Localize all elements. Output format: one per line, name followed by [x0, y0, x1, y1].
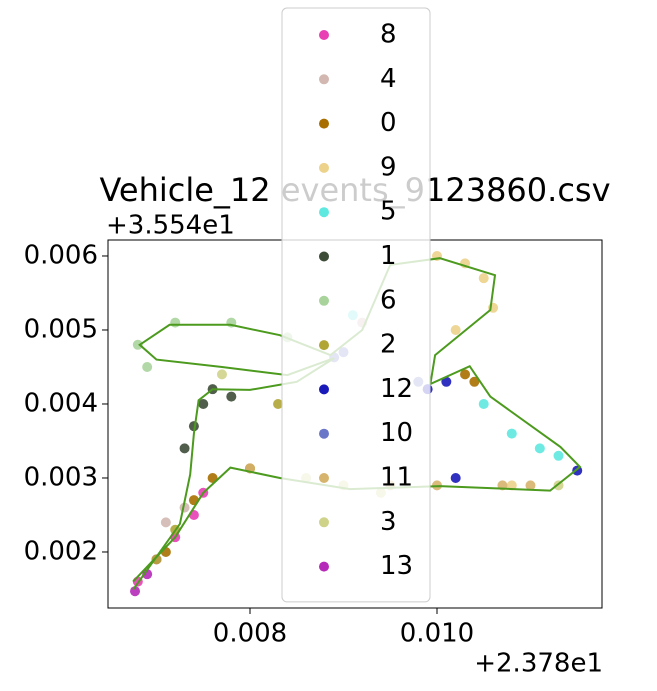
point: [478, 273, 489, 284]
point: [534, 443, 545, 454]
point: [198, 398, 209, 409]
point: [553, 450, 564, 461]
point: [450, 324, 461, 335]
legend-label: 12: [380, 374, 413, 404]
x-tick-label: 0.008: [213, 619, 287, 649]
legend-label: 0: [380, 108, 397, 138]
point: [132, 339, 143, 350]
legend-marker: [319, 162, 329, 173]
legend-label: 11: [380, 463, 413, 493]
legend-label: 2: [380, 330, 397, 360]
y-tick-label: 0.004: [24, 388, 98, 418]
point: [506, 428, 517, 439]
legend-marker: [319, 118, 329, 129]
point: [160, 517, 171, 528]
legend-label: 13: [380, 551, 413, 581]
y-offset-label: +3.554e1: [106, 211, 235, 241]
legend-label: 9: [380, 152, 397, 182]
legend-label: 10: [380, 418, 413, 448]
point: [273, 398, 284, 409]
legend-marker: [319, 517, 329, 528]
point: [469, 376, 480, 387]
legend-marker: [319, 428, 329, 439]
point: [478, 398, 489, 409]
point: [506, 480, 517, 491]
y-tick-label: 0.006: [24, 240, 98, 270]
legend-marker: [319, 207, 329, 218]
point: [142, 569, 153, 580]
legend-label: 5: [380, 197, 397, 227]
legend-label: 3: [380, 507, 397, 537]
point: [188, 421, 199, 432]
point: [170, 317, 181, 328]
point: [450, 472, 461, 483]
y-tick-label: 0.003: [24, 462, 98, 492]
legend-marker: [319, 295, 329, 306]
legend-marker: [319, 30, 329, 40]
legend-marker: [319, 74, 329, 85]
y-tick-label: 0.005: [24, 314, 98, 344]
legend-marker: [319, 384, 329, 395]
legend-label: 6: [380, 285, 397, 315]
x-tick-label: 0.010: [400, 619, 474, 649]
legend-label: 8: [380, 20, 397, 50]
legend-marker: [319, 561, 329, 572]
point: [441, 376, 452, 387]
x-offset-label: +2.378e1: [474, 649, 603, 679]
point: [142, 361, 153, 372]
y-tick-label: 0.002: [24, 536, 98, 566]
legend-label: 4: [380, 64, 397, 94]
point: [460, 369, 471, 380]
point: [179, 443, 190, 454]
point: [130, 586, 141, 597]
legend-marker: [319, 340, 329, 351]
legend-marker: [319, 473, 329, 483]
point: [525, 480, 536, 491]
legend-box: [281, 7, 431, 603]
point: [226, 391, 237, 402]
legend-marker: [319, 251, 329, 262]
point: [216, 369, 227, 380]
legend-label: 1: [380, 241, 397, 271]
